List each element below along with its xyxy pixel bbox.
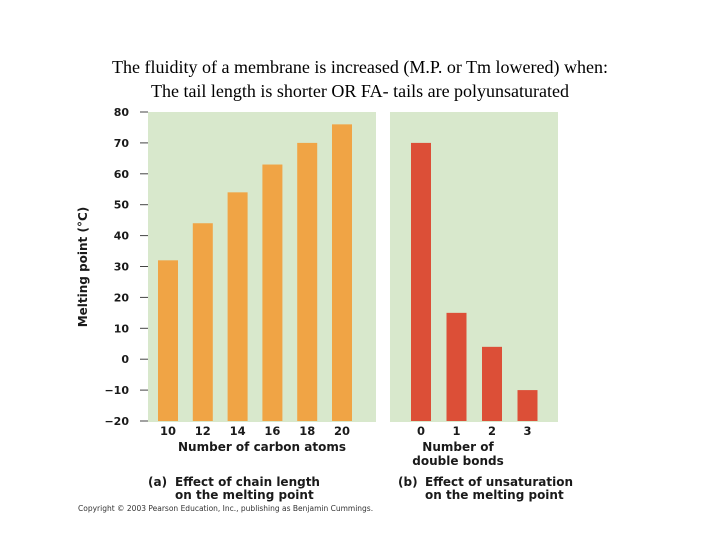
panel-b-caption-line-1: Effect of unsaturation xyxy=(425,475,573,489)
panel-a-bar xyxy=(297,142,318,421)
panel-b-bar xyxy=(411,142,431,421)
y-tick-label: 60 xyxy=(114,168,130,181)
panel-b-caption-line-2: on the melting point xyxy=(425,488,564,502)
panel-a-caption-line-2: on the melting point xyxy=(175,488,314,502)
y-tick-label: 40 xyxy=(114,230,130,243)
panel-b-label: (b) xyxy=(398,475,418,489)
panel-a-x-tick-label: 18 xyxy=(299,424,315,438)
panel-b-bars xyxy=(411,142,538,421)
y-tick-label: −20 xyxy=(104,415,129,428)
y-tick-label: 70 xyxy=(114,137,130,150)
y-tick-label: −10 xyxy=(104,384,129,397)
panel-b-bar xyxy=(482,346,502,421)
panel-b-x-ticks: 0 1 2 3 xyxy=(417,424,532,438)
panel-b-x-axis-title-line-2: double bonds xyxy=(412,454,504,468)
panel-b-x-tick-label: 2 xyxy=(488,424,496,438)
panel-b-bar xyxy=(517,390,538,421)
panel-b-x-tick-label: 3 xyxy=(523,424,531,438)
panel-b-x-tick-label: 1 xyxy=(452,424,460,438)
slide-title-line-2: The tail length is shorter OR FA- tails … xyxy=(150,81,570,101)
panel-b-bar xyxy=(446,312,467,421)
panel-a-bar xyxy=(262,164,283,421)
panel-a-x-ticks: 10 12 14 16 18 20 xyxy=(160,424,350,438)
y-tick-label: 80 xyxy=(114,106,130,119)
panel-a-x-tick-label: 16 xyxy=(264,424,280,438)
panel-a-x-tick-label: 14 xyxy=(230,424,246,438)
y-axis: 80 70 60 50 40 30 20 10 0 −10 −20 xyxy=(104,106,148,428)
panel-a-bar xyxy=(227,192,248,421)
slide-title-line-1: The fluidity of a membrane is increased … xyxy=(111,57,609,77)
panel-b-x-axis-title-line-1: Number of xyxy=(422,440,494,454)
panel-a-bars xyxy=(158,124,352,422)
panel-a-bar xyxy=(192,223,213,421)
panel-a-bar xyxy=(332,124,352,422)
y-tick-label: 0 xyxy=(121,353,129,366)
panel-a-bar xyxy=(158,260,178,421)
panel-a-caption-line-1: Effect of chain length xyxy=(175,475,320,489)
panel-a-x-tick-label: 12 xyxy=(195,424,211,438)
panel-a-label: (a) xyxy=(148,475,167,489)
panel-a-x-tick-label: 10 xyxy=(160,424,176,438)
y-tick-label: 10 xyxy=(114,322,130,335)
y-tick-label: 20 xyxy=(114,291,130,304)
panel-b-x-tick-label: 0 xyxy=(417,424,425,438)
y-axis-title: Melting point (°C) xyxy=(76,207,90,328)
panel-a-x-tick-label: 20 xyxy=(334,424,350,438)
copyright-notice: Copyright © 2003 Pearson Education, Inc.… xyxy=(78,504,373,513)
y-tick-label: 30 xyxy=(114,261,130,274)
y-tick-label: 50 xyxy=(114,199,130,212)
panel-a-x-axis-title: Number of carbon atoms xyxy=(178,440,346,454)
